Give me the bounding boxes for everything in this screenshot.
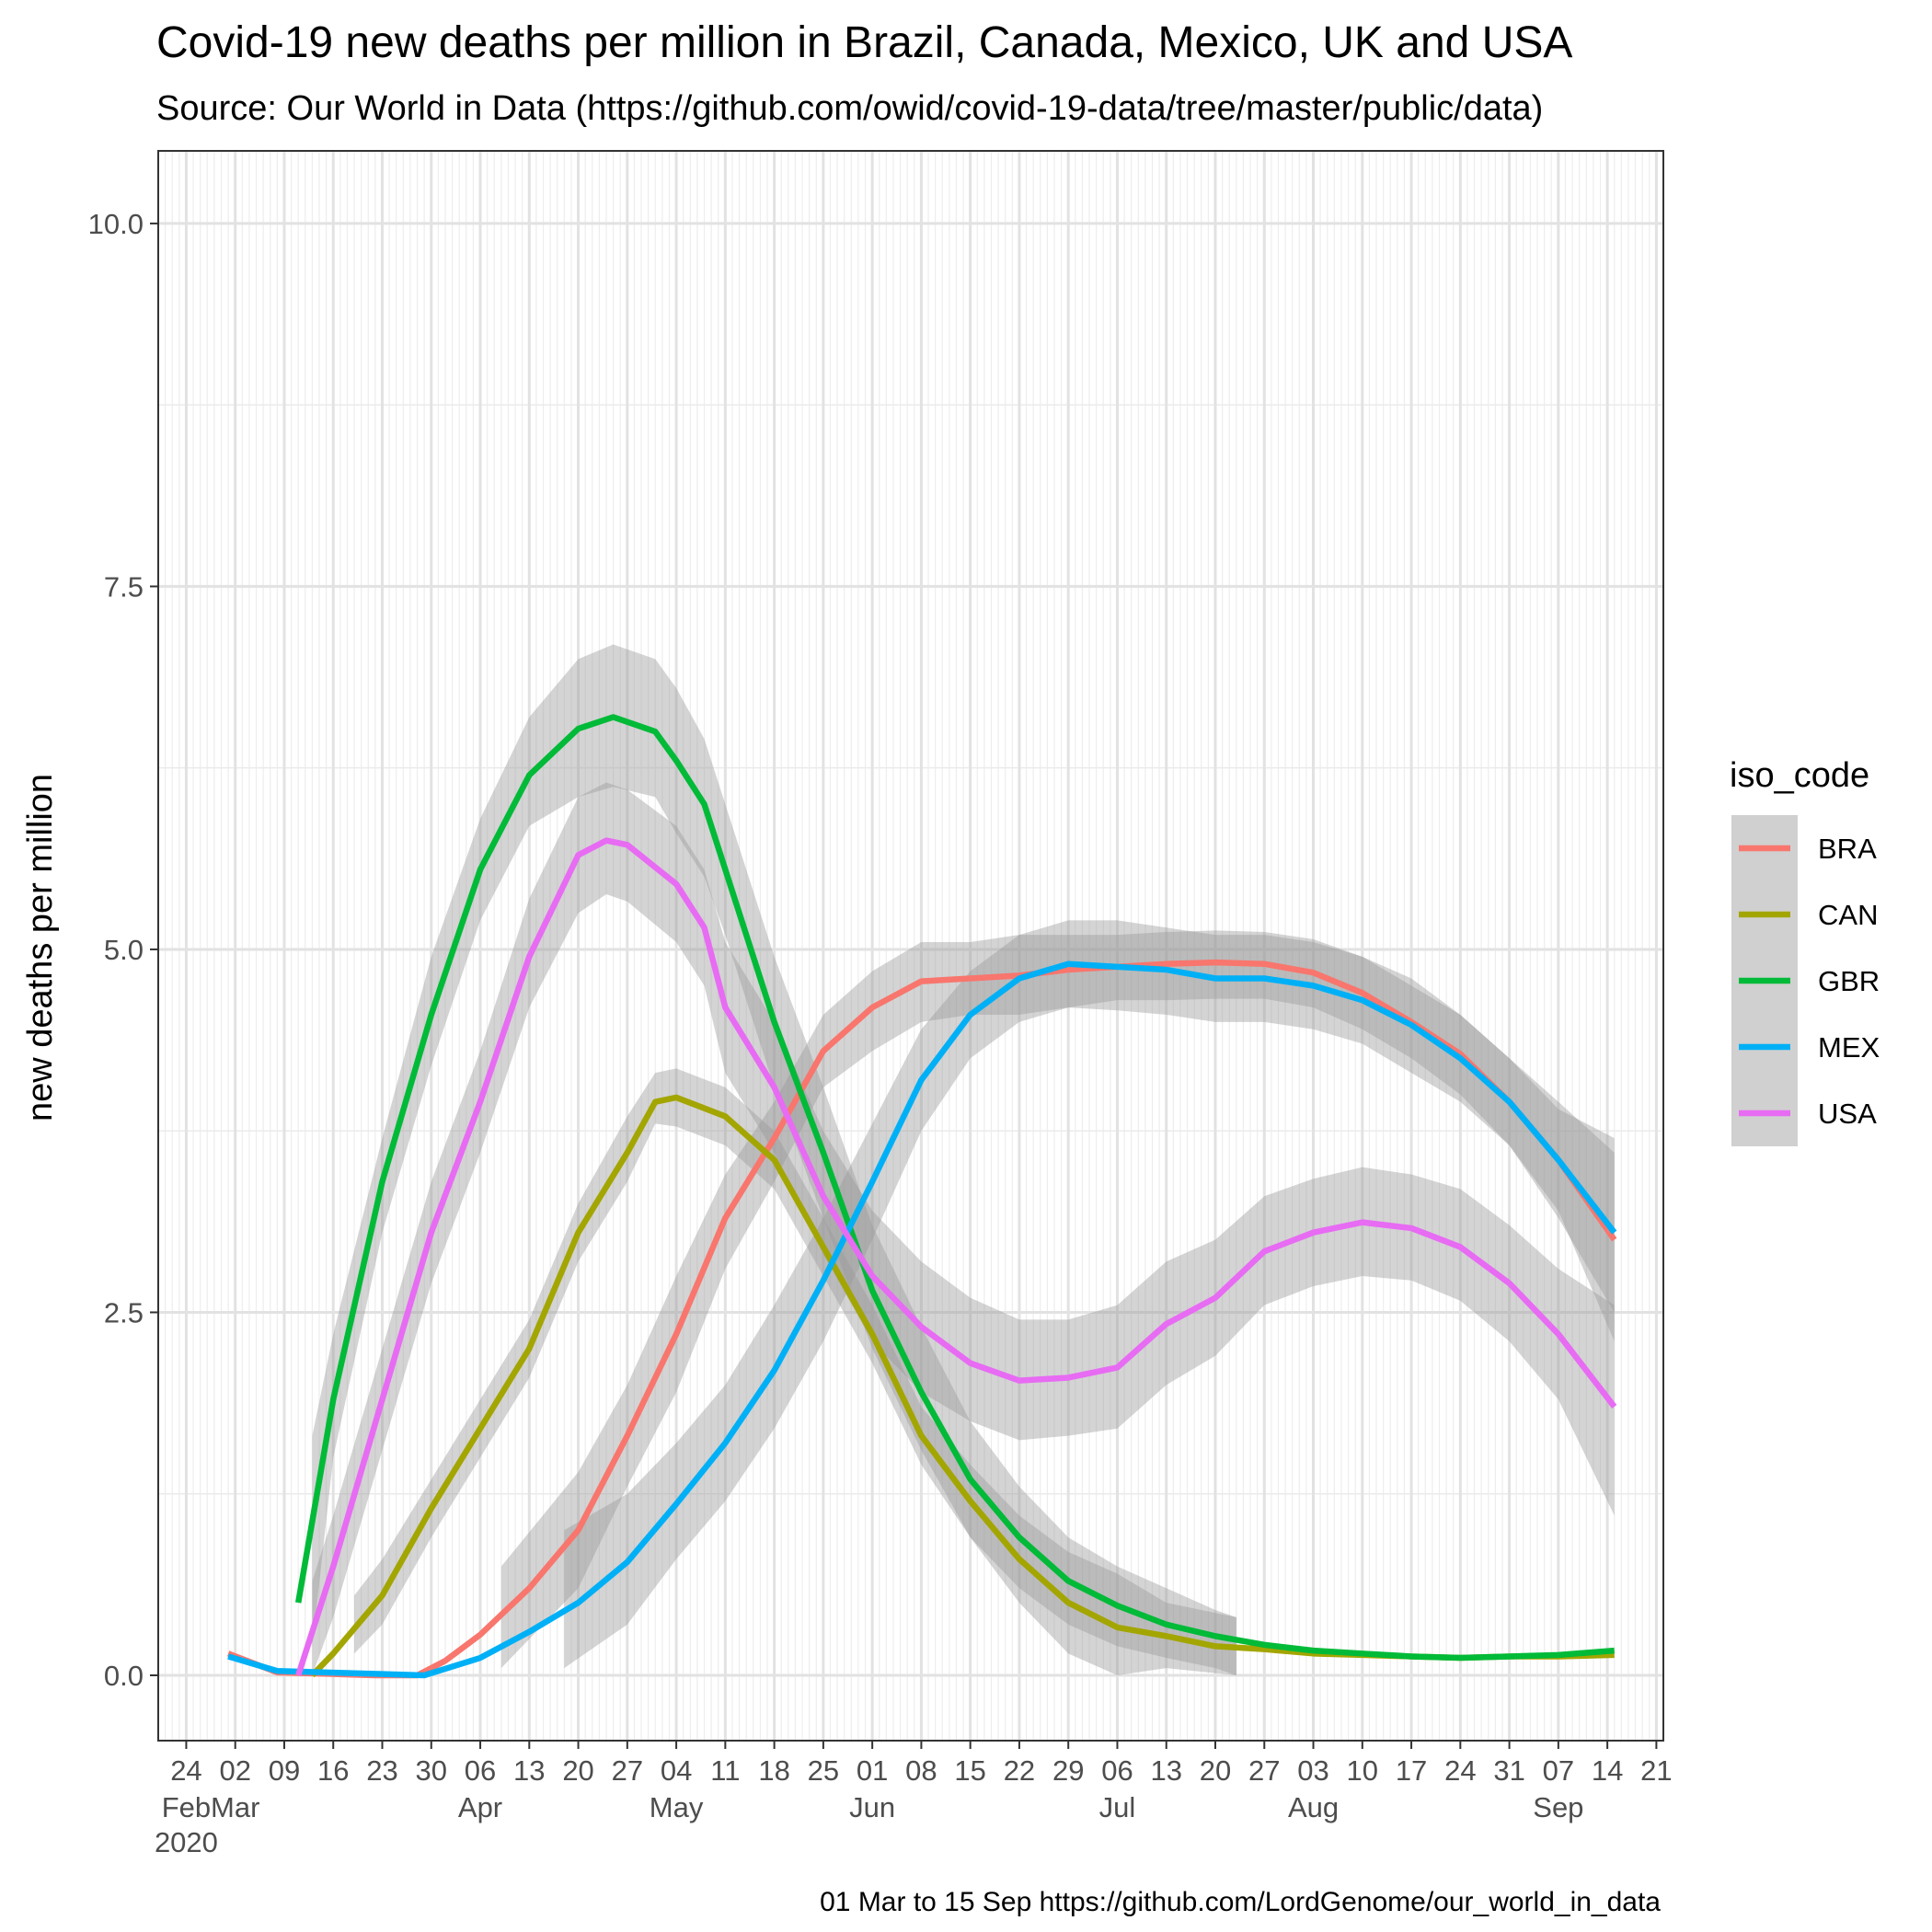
x-tick-label: 31 <box>1493 1754 1524 1787</box>
chart-subtitle: Source: Our World in Data (https://githu… <box>156 89 1543 128</box>
x-tick-label: 06 <box>1101 1754 1133 1787</box>
x-tick-label: 13 <box>513 1754 545 1787</box>
x-tick-label: 25 <box>808 1754 839 1787</box>
x-tick-label: 07 <box>1543 1754 1574 1787</box>
legend-label-mex: MEX <box>1818 1031 1880 1064</box>
series-lines <box>226 714 1617 1679</box>
y-axis-title: new deaths per million <box>21 774 60 1121</box>
major-grid <box>158 151 1663 1741</box>
x-tick-label: 08 <box>905 1754 937 1787</box>
x-tick-label: 14 <box>1592 1754 1623 1787</box>
confidence-bands <box>312 644 1615 1675</box>
x-tick-label: 03 <box>1297 1754 1328 1787</box>
band-bra <box>500 930 1615 1669</box>
x-tick-label: 30 <box>416 1754 447 1787</box>
y-tick-label: 7.5 <box>104 570 144 603</box>
x-tick-label: 16 <box>317 1754 349 1787</box>
x-tick-label: 09 <box>269 1754 300 1787</box>
series-line-mex <box>227 960 1617 1679</box>
x-tick-month-label: Jun <box>849 1791 895 1823</box>
x-tick-label: 18 <box>758 1754 789 1787</box>
legend-label-gbr: GBR <box>1818 965 1880 997</box>
x-tick-month-label: Aug <box>1288 1791 1339 1823</box>
y-tick-label: 0.0 <box>104 1660 144 1692</box>
legend-label-bra: BRA <box>1818 833 1877 865</box>
y-tick-label: 2.5 <box>104 1296 144 1328</box>
legend-label-usa: USA <box>1818 1098 1877 1130</box>
band-can <box>354 1068 1236 1675</box>
y-tick-label: 5.0 <box>104 934 144 966</box>
x-tick-month-label: May <box>650 1791 704 1823</box>
x-tick-month-label: Apr <box>458 1791 502 1823</box>
x-tick-label: 06 <box>465 1754 496 1787</box>
plot-panel <box>158 151 1663 1741</box>
y-tick-label: 10.0 <box>88 208 144 240</box>
x-tick-label: 20 <box>562 1754 593 1787</box>
x-tick-label: 23 <box>366 1754 397 1787</box>
x-tick-label: 10 <box>1347 1754 1378 1787</box>
series-line-bra <box>226 959 1617 1679</box>
x-tick-label: 29 <box>1052 1754 1084 1787</box>
x-tick-label: 27 <box>1248 1754 1280 1787</box>
x-tick-year-label: 2020 <box>155 1826 218 1858</box>
legend-label-can: CAN <box>1818 899 1878 931</box>
x-tick-label: 21 <box>1640 1754 1672 1787</box>
x-tick-label: 20 <box>1200 1754 1231 1787</box>
x-tick-label: 24 <box>1444 1754 1476 1787</box>
x-tick-label: 24 <box>170 1754 201 1787</box>
series-line-gbr <box>294 714 1615 1662</box>
chart-title: Covid-19 new deaths per million in Brazi… <box>156 18 1572 67</box>
chart-caption: 01 Mar to 15 Sep https://github.com/Lord… <box>820 1887 1661 1917</box>
x-tick-label: 04 <box>661 1754 692 1787</box>
x-tick-month-label: Jul <box>1099 1791 1136 1823</box>
band-usa <box>312 782 1615 1675</box>
x-tick-label: 11 <box>710 1754 740 1787</box>
plot-frame <box>157 150 1664 1742</box>
panel-border <box>157 150 1664 1742</box>
x-tick-label: 17 <box>1396 1754 1427 1787</box>
legend-title: iso_code <box>1730 756 1869 795</box>
x-tick-label: 22 <box>1004 1754 1035 1787</box>
legend: iso_code BRA CAN GBR MEX USA <box>1730 756 1880 1146</box>
x-tick-label: 02 <box>219 1754 250 1787</box>
x-tick-label: 27 <box>612 1754 643 1787</box>
x-tick-label: 01 <box>857 1754 888 1787</box>
x-tick-label: 13 <box>1150 1754 1181 1787</box>
series-line-usa <box>295 837 1617 1676</box>
y-axis: 0.0 2.5 5.0 7.5 10.0 <box>88 208 158 1692</box>
x-tick-month-label: Feb <box>162 1791 211 1823</box>
x-tick-label: 15 <box>954 1754 985 1787</box>
x-tick-month-label: Sep <box>1533 1791 1583 1823</box>
plot-background <box>158 151 1663 1741</box>
x-tick-month-label: Mar <box>211 1791 259 1823</box>
